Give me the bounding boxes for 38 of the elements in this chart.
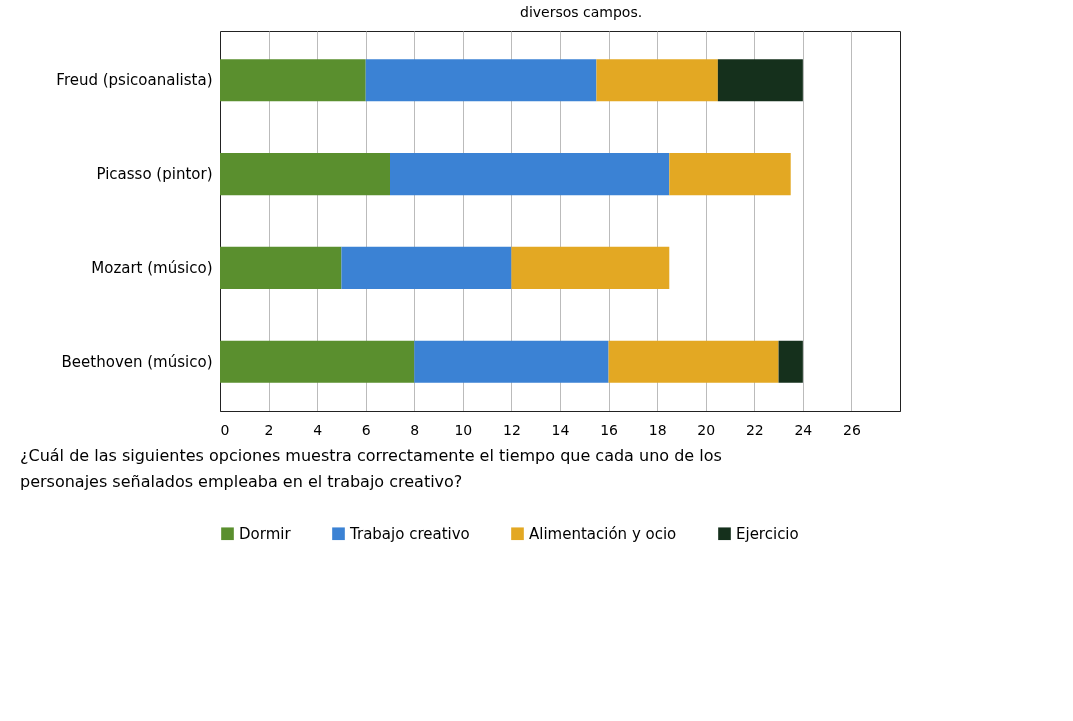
x-tick-label: 12 [503, 421, 521, 438]
x-tick-label: 6 [361, 421, 371, 438]
legend-label: Alimentación y ocio [529, 524, 677, 543]
legend-label: Trabajo creativo [349, 524, 470, 543]
x-tick-label: 16 [600, 421, 619, 438]
legend-label: Ejercicio [736, 524, 799, 543]
x-tick-label: 0 [220, 421, 230, 438]
bar [511, 246, 670, 290]
bar [778, 340, 803, 383]
bar [220, 59, 366, 102]
bar [341, 246, 512, 290]
text: ¿Cuál de las siguientes opciones muestra correctamente el tiempo que cada uno de los personajes señalados empleaba en el trabajo creativo? [20, 446, 722, 491]
x-tick-label: 8 [410, 421, 420, 438]
x-tick-label: 10 [454, 421, 473, 438]
bar [365, 59, 597, 102]
x-tick-label: 4 [313, 421, 323, 438]
bar [717, 59, 803, 102]
x-tick-label: 20 [697, 421, 716, 438]
bar [390, 152, 670, 196]
bar [596, 59, 718, 102]
y-tick-label: Freud (psicoanalista) [56, 71, 213, 90]
legend-label: Dormir [239, 524, 292, 543]
x-tick-label: 14 [551, 421, 570, 438]
x-tick-label: 18 [648, 421, 667, 438]
y-tick-label: Picasso (pintor) [96, 165, 213, 184]
x-tick-label: 2 [264, 421, 274, 438]
bar [220, 152, 390, 196]
bar [669, 152, 791, 196]
bar [220, 246, 342, 290]
text: diversos campos. [520, 4, 643, 20]
x-tick-label: 22 [745, 421, 764, 438]
x-tick-label: 26 [843, 421, 861, 438]
x-tick-label: 24 [794, 421, 813, 438]
y-tick-label: Mozart (músico) [91, 258, 213, 277]
bar [608, 340, 779, 383]
y-tick-label: Beethoven (músico) [61, 352, 213, 371]
bar [220, 340, 415, 383]
bar [414, 340, 609, 383]
